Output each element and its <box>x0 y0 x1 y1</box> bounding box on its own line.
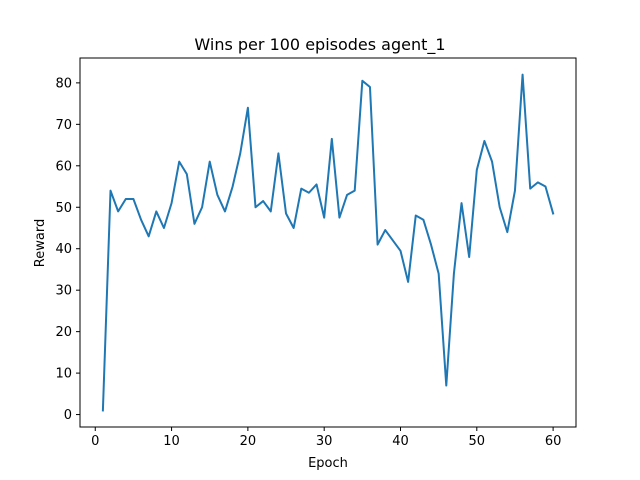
x-tick-label: 30 <box>316 434 333 449</box>
y-tick-label: 50 <box>55 201 72 216</box>
y-axis-label: Reward <box>33 219 48 267</box>
plot-area: 0 10 20 30 40 50 60 0 10 20 30 40 50 60 70 80 <box>55 57 577 449</box>
x-tick-label: 20 <box>240 434 257 449</box>
x-axis-label: Epoch <box>308 456 348 471</box>
y-tick-label: 40 <box>55 242 72 257</box>
y-tick-label: 10 <box>55 367 72 382</box>
y-tick-label: 30 <box>55 284 72 299</box>
x-tick-label: 50 <box>469 434 486 449</box>
y-tick-label: 20 <box>55 325 72 340</box>
series-line <box>101 73 555 412</box>
y-tick-label: 70 <box>55 118 72 133</box>
x-tick-label: 10 <box>163 434 180 449</box>
y-axis-ticks: 0 10 20 30 40 50 60 70 80 <box>55 76 80 423</box>
x-tick-label: 40 <box>392 434 409 449</box>
y-tick-label: 80 <box>55 76 72 91</box>
y-tick-label: 60 <box>55 159 72 174</box>
axes-frame <box>79 57 577 428</box>
x-tick-label: 60 <box>545 434 562 449</box>
chart-title: Wins per 100 episodes agent_1 <box>194 35 445 55</box>
x-axis-ticks: 0 10 20 30 40 50 60 <box>91 427 561 449</box>
x-tick-label: 0 <box>91 434 99 449</box>
y-tick-label: 0 <box>64 408 72 423</box>
